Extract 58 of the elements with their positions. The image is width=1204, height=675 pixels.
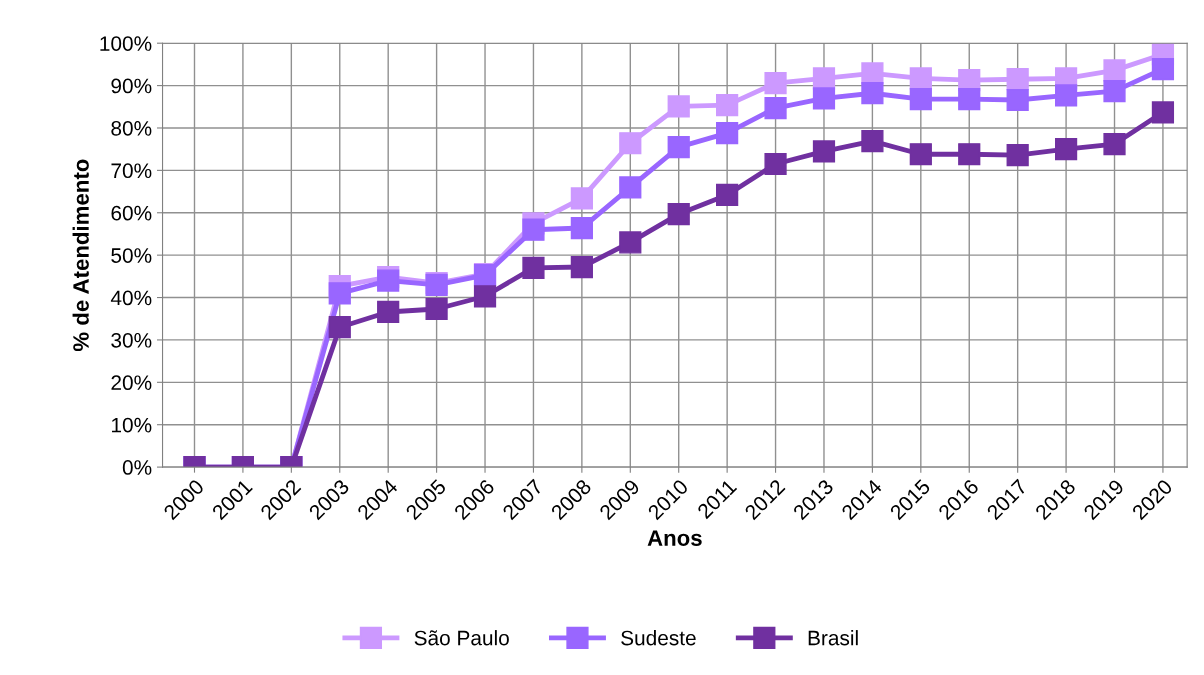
point bbox=[716, 183, 739, 207]
point bbox=[909, 67, 932, 90]
point bbox=[377, 300, 400, 324]
point bbox=[764, 152, 787, 176]
point bbox=[861, 82, 884, 105]
point bbox=[861, 130, 884, 153]
point bbox=[812, 87, 836, 110]
point bbox=[958, 88, 981, 111]
point bbox=[812, 140, 836, 163]
point bbox=[619, 231, 642, 254]
point bbox=[1103, 132, 1126, 156]
point bbox=[909, 143, 932, 166]
point bbox=[1006, 143, 1029, 167]
point bbox=[716, 121, 739, 145]
point bbox=[1006, 68, 1029, 91]
point bbox=[473, 285, 497, 308]
point bbox=[764, 96, 787, 120]
y-axis-title: % de Atendimento bbox=[72, 159, 89, 352]
y-tick-label: 40% bbox=[110, 290, 152, 306]
point bbox=[909, 88, 932, 111]
point bbox=[861, 62, 884, 85]
point bbox=[425, 297, 448, 321]
point bbox=[570, 187, 593, 210]
y-tick-label: 10% bbox=[112, 417, 152, 433]
point bbox=[1006, 88, 1029, 112]
point bbox=[522, 218, 545, 241]
point bbox=[1054, 84, 1078, 107]
legend-label: Sudeste bbox=[621, 630, 696, 646]
y-tick-label: 50% bbox=[111, 248, 152, 263]
y-tick-label: 60% bbox=[111, 205, 152, 221]
point bbox=[1151, 57, 1175, 81]
legend-label: Brasil bbox=[808, 630, 858, 646]
x-axis-title: Anos bbox=[647, 530, 702, 546]
y-tick-label: 80% bbox=[111, 120, 152, 136]
point bbox=[716, 93, 739, 117]
point bbox=[1151, 101, 1175, 124]
point bbox=[1103, 79, 1126, 103]
y-tick-label: 70% bbox=[111, 163, 152, 179]
point bbox=[667, 135, 690, 159]
point bbox=[667, 95, 690, 118]
point bbox=[619, 132, 642, 155]
point bbox=[958, 143, 981, 166]
point bbox=[570, 216, 593, 240]
point bbox=[1103, 59, 1126, 82]
point bbox=[1054, 138, 1078, 161]
point bbox=[619, 176, 642, 199]
y-tick-label: 0% bbox=[122, 460, 152, 475]
point bbox=[328, 316, 351, 339]
point bbox=[328, 282, 351, 305]
legend-label: São Paulo bbox=[414, 630, 509, 646]
point bbox=[570, 255, 593, 279]
y-tick-label: 90% bbox=[111, 78, 152, 94]
y-tick-label: 100% bbox=[100, 36, 152, 51]
y-tick-label: 30% bbox=[111, 332, 152, 348]
point bbox=[764, 71, 787, 95]
point bbox=[522, 256, 545, 279]
y-tick-label: 20% bbox=[111, 375, 152, 391]
point bbox=[667, 202, 690, 226]
